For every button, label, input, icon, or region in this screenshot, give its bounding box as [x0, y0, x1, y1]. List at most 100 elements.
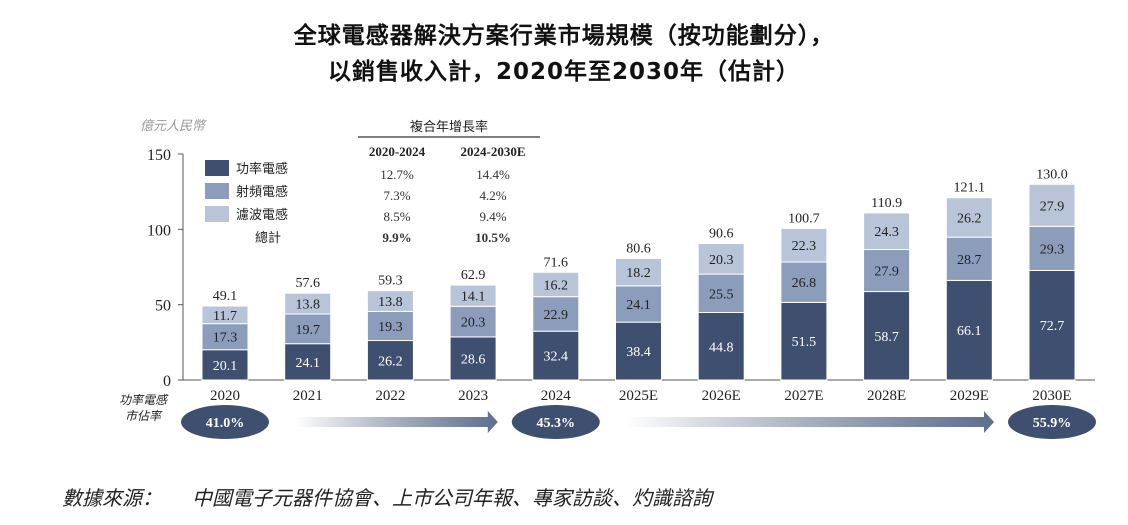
x-tick-label: 2023: [458, 388, 488, 404]
total-label: 80.6: [626, 241, 651, 256]
data-label: 28.7: [957, 253, 982, 268]
chart-title-line2: 以銷售收入計，2020年至2030年（估計）: [327, 59, 801, 85]
data-label: 19.3: [378, 320, 403, 335]
x-tick-label: 2024: [541, 388, 572, 404]
data-label: 72.7: [1040, 319, 1065, 334]
x-tick-label: 2028E: [867, 388, 906, 404]
legend-swatch: [205, 183, 229, 199]
data-label: 27.9: [1040, 199, 1065, 214]
bar-segment: [201, 305, 249, 325]
total-label: 130.0: [1036, 167, 1068, 182]
data-label: 29.3: [1040, 242, 1065, 257]
bar-segment: [532, 271, 580, 298]
cagr-total-label: 總計: [255, 230, 281, 246]
bar-segment: [449, 284, 497, 307]
x-tick-label: 2030E: [1032, 388, 1071, 404]
bar-segment: [945, 279, 993, 381]
data-label: 27.9: [874, 265, 899, 280]
x-tick-label: 2021: [293, 388, 323, 404]
x-tick-label: 2029E: [950, 388, 989, 404]
data-label: 24.1: [295, 356, 320, 371]
x-tick-label: 2025E: [619, 388, 658, 404]
bar-segment: [615, 257, 662, 287]
data-label: 26.2: [957, 211, 982, 226]
data-label: 22.3: [792, 239, 817, 254]
cagr-value: 9.9%: [382, 230, 411, 245]
total-label: 90.6: [709, 226, 734, 241]
data-label: 32.4: [544, 350, 569, 365]
data-label: 26.8: [792, 276, 817, 291]
cagr-value: 8.5%: [383, 209, 410, 224]
bar-segment: [1028, 225, 1076, 271]
market-share-label: 市佔率: [125, 409, 163, 423]
data-label: 16.2: [544, 278, 569, 293]
cagr-column-header: 2020-2024: [369, 144, 426, 159]
total-label: 57.6: [295, 276, 320, 291]
legend-label: 功率電感: [236, 161, 288, 177]
legend-label: 濾波電感: [236, 207, 288, 223]
data-label: 13.8: [378, 295, 403, 310]
trend-arrow-icon: [295, 411, 498, 433]
source-note: 數據來源： 中國電子元器件協會、上市公司年報、專家訪談、灼識諮詢: [62, 482, 742, 511]
source-text: 中國電子元器件協會、上市公司年報、專家訪談、灼識諮詢: [192, 486, 712, 510]
y-tick-label: 150: [147, 147, 171, 164]
total-label: 121.1: [954, 181, 986, 196]
bar-segment: [532, 296, 580, 332]
bar-segment: [697, 312, 745, 381]
bar-segment: [284, 313, 332, 345]
bar-segment: [615, 285, 662, 323]
legend-label: 射頻電感: [236, 184, 288, 200]
data-label: 38.4: [626, 345, 651, 360]
trend-arrow-icon: [625, 411, 994, 433]
legend-swatch: [205, 160, 229, 176]
bar-segment: [366, 310, 414, 342]
y-tick-label: 0: [163, 373, 171, 390]
y-tick-label: 50: [155, 298, 171, 315]
market-share-ellipse: [1008, 405, 1096, 439]
cagr-header: 複合年增長率: [410, 119, 488, 135]
bar-segment: [780, 261, 828, 303]
bar-segment: [366, 340, 414, 381]
data-label: 25.5: [709, 287, 734, 302]
market-share-label: 功率電感: [119, 393, 169, 407]
data-label: 26.2: [378, 354, 403, 369]
bar-segment: [780, 227, 828, 263]
bar-segment: [697, 273, 745, 314]
source-label: 數據來源：: [62, 486, 162, 510]
data-label: 13.8: [295, 298, 320, 313]
x-tick-label: 2022: [375, 388, 405, 404]
data-label: 44.8: [709, 340, 734, 355]
data-label: 17.3: [213, 331, 238, 346]
x-tick-label: 2027E: [784, 388, 823, 404]
bar-segment: [1028, 183, 1076, 227]
data-label: 18.2: [626, 266, 651, 281]
bar-segment: [863, 291, 911, 381]
total-label: 110.9: [871, 196, 902, 211]
data-label: 28.6: [461, 352, 486, 367]
bar-segment: [863, 249, 911, 293]
bar-segment: [780, 301, 828, 381]
data-label: 20.1: [213, 359, 238, 374]
total-label: 100.7: [788, 211, 820, 226]
data-label: 58.7: [874, 330, 899, 345]
bar-segment: [284, 343, 332, 381]
cagr-value: 10.5%: [475, 230, 511, 245]
bar-segment: [863, 212, 911, 251]
market-share-ellipse: [511, 405, 600, 439]
total-label: 59.3: [378, 274, 403, 289]
bar-segment: [697, 242, 745, 275]
bar-segment: [366, 290, 414, 312]
chart-title-line1: 全球電感器解決方案行業市場規模（按功能劃分），: [293, 23, 835, 49]
y-axis-label: 億元人民幣: [140, 119, 207, 134]
bar-segment: [945, 197, 993, 238]
x-tick-label: 2020: [210, 388, 240, 404]
x-tick-label: 2026E: [702, 388, 741, 404]
bar-segment: [449, 305, 497, 338]
data-label: 24.1: [626, 298, 651, 313]
market-share-value: 55.9%: [1033, 416, 1072, 431]
bar-segment: [615, 321, 662, 381]
cagr-value: 4.2%: [479, 188, 506, 203]
data-label: 24.3: [874, 225, 899, 240]
